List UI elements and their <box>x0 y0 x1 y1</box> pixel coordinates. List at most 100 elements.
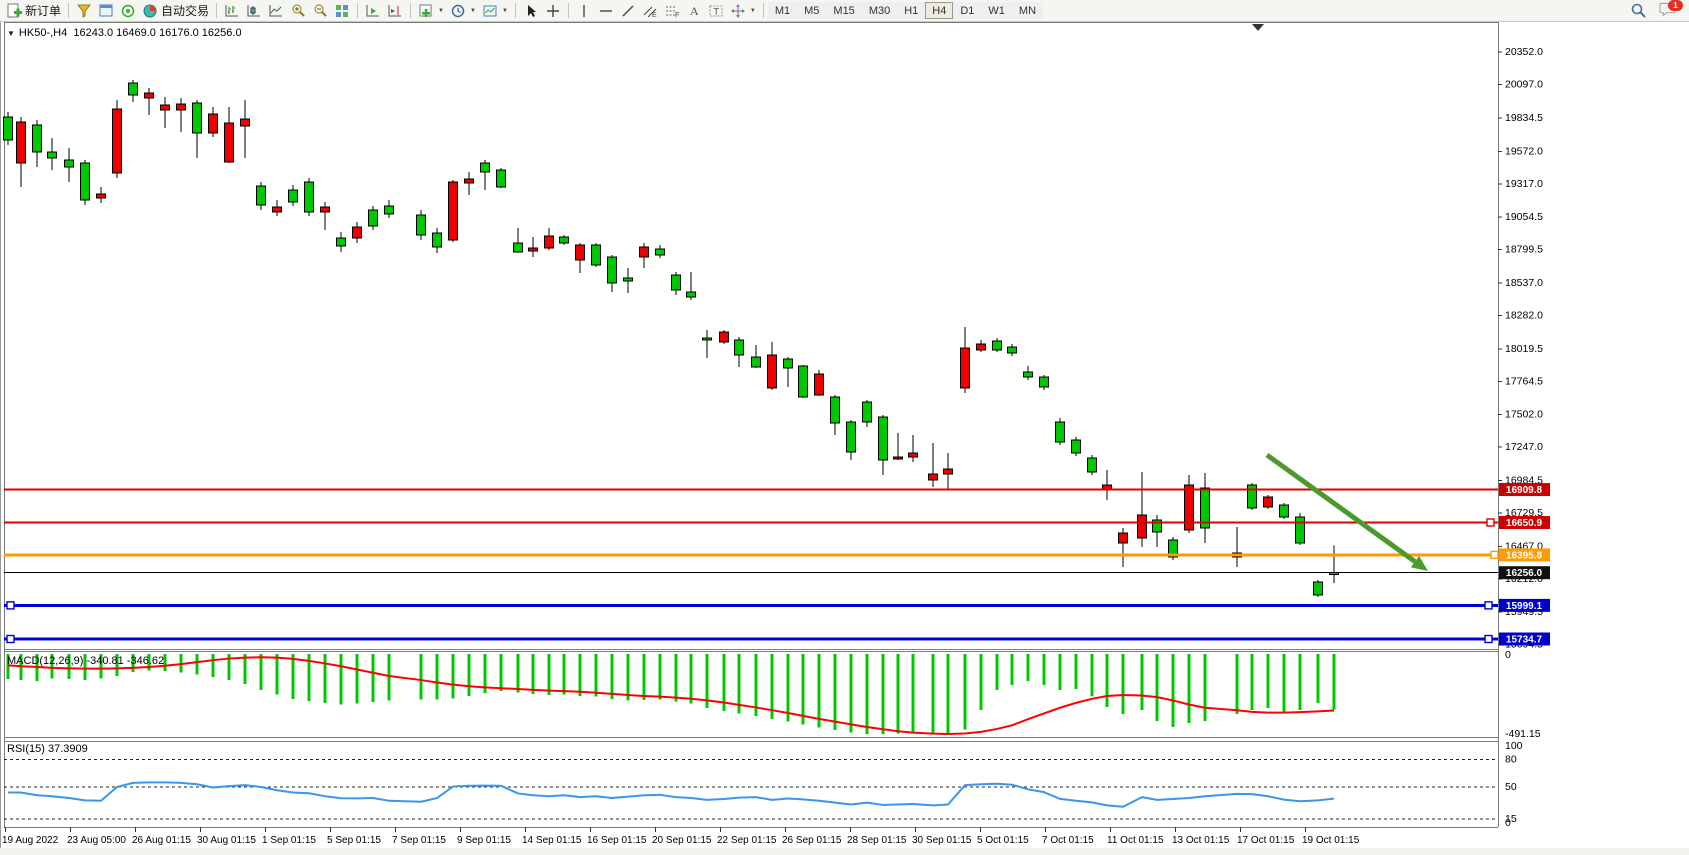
candle <box>176 98 186 133</box>
auto-trading-button[interactable]: 自动交易 <box>139 1 212 21</box>
price-tag-16395.8: 16395.8 <box>1499 548 1550 562</box>
timeframe-m1-button[interactable]: M1 <box>767 2 798 19</box>
time-tick-label: 26 Sep 01:15 <box>782 835 842 846</box>
time-tick-label: 1 Sep 01:15 <box>262 835 316 846</box>
svg-text:A: A <box>690 4 699 18</box>
chart-shift-marker-icon[interactable] <box>1252 24 1264 31</box>
time-tick-label: 26 Aug 01:15 <box>132 835 191 846</box>
hline-handle[interactable] <box>1484 601 1493 610</box>
toolbar-separator <box>567 3 569 18</box>
arrows-icon <box>730 3 746 19</box>
hline-handle[interactable] <box>1484 634 1493 644</box>
candle <box>288 185 298 206</box>
candle <box>878 415 888 476</box>
svg-text:16909.8: 16909.8 <box>1506 485 1543 496</box>
candle <box>256 182 266 211</box>
candle <box>960 326 970 394</box>
candle <box>798 364 808 399</box>
trend-arrow[interactable] <box>1265 452 1428 571</box>
rsi-axis-label: 0 <box>1505 817 1511 829</box>
search-button[interactable] <box>1626 1 1650 21</box>
new-order-label: 新订单 <box>25 4 62 18</box>
candle <box>591 243 601 268</box>
trendline-button[interactable] <box>617 1 639 21</box>
hline-handle[interactable] <box>1490 550 1499 560</box>
main-toolbar: 新订单 自动交易 ▼ ▼ ▼ E F A T ▼ M1 M5 M15 M30 H1 H4 D1 W1 MN 1 <box>0 0 1689 22</box>
hline-handle[interactable] <box>1486 518 1495 527</box>
timeframe-mn-button[interactable]: MN <box>1011 2 1044 19</box>
candle <box>1329 545 1339 583</box>
chevron-down-icon: ▼ <box>749 7 756 14</box>
time-tick-label: 13 Oct 01:15 <box>1172 835 1230 846</box>
hline-handle[interactable] <box>6 634 15 644</box>
timeframe-d1-button[interactable]: D1 <box>953 2 982 19</box>
line-chart-button[interactable] <box>265 1 287 21</box>
hline-15734.7[interactable] <box>4 634 1498 644</box>
indicators-button[interactable]: ▼ <box>415 1 447 21</box>
horizontal-line-icon <box>598 3 614 19</box>
templates-button[interactable]: ▼ <box>479 1 511 21</box>
chart-ohlc-values: 16243.0 16469.0 16176.0 16256.0 <box>73 27 242 39</box>
chart-window-icon <box>98 3 114 19</box>
toolbar-separator <box>216 3 218 18</box>
hline-handle[interactable] <box>6 601 15 610</box>
arrows-button[interactable]: ▼ <box>727 1 759 21</box>
chart-dropdown-icon[interactable]: ▼ <box>7 29 15 38</box>
chart-window-button[interactable] <box>95 1 117 21</box>
time-tick-label: 19 Oct 01:15 <box>1302 835 1360 846</box>
rsi-axis-label: 80 <box>1505 753 1517 765</box>
new-order-button[interactable]: 新订单 <box>3 1 64 21</box>
candle <box>112 100 122 179</box>
timeframe-m30-button[interactable]: M30 <box>861 2 898 19</box>
text-label-icon: T <box>708 3 724 19</box>
styles-button[interactable] <box>73 1 95 21</box>
chat-button[interactable]: 1 <box>1656 0 1684 21</box>
zoom-out-button[interactable] <box>309 1 331 21</box>
radio-button[interactable] <box>117 1 139 21</box>
periods-button[interactable]: ▼ <box>447 1 479 21</box>
timeframe-h1-button[interactable]: H1 <box>897 2 926 19</box>
candle <box>160 97 170 129</box>
bar-chart-button[interactable] <box>221 1 243 21</box>
candle <box>416 210 426 240</box>
candle <box>64 148 74 183</box>
crosshair-button[interactable] <box>542 1 564 21</box>
candle <box>751 345 761 369</box>
rsi-axis-label: 15 <box>1505 813 1517 825</box>
candle <box>1087 455 1097 476</box>
candle <box>943 453 953 491</box>
price-tick-label: 17502.0 <box>1505 409 1543 421</box>
fibonacci-icon: F <box>664 3 680 19</box>
channel-button[interactable]: E <box>639 1 661 21</box>
text-button[interactable]: A <box>683 1 705 21</box>
candlestick-series <box>3 80 1339 598</box>
time-tick-label: 30 Sep 01:15 <box>912 835 972 846</box>
candle <box>928 443 938 488</box>
hline-16395.8[interactable] <box>4 550 1499 560</box>
candle <box>607 254 617 293</box>
zoom-in-button[interactable] <box>287 1 309 21</box>
cursor-button[interactable] <box>520 1 542 21</box>
hline-16650.9[interactable] <box>4 518 1498 527</box>
chart-shift-button[interactable] <box>384 1 406 21</box>
timeframe-m5-button[interactable]: M5 <box>797 2 827 19</box>
candlestick-chart-button[interactable] <box>243 1 265 21</box>
time-tick-label: 23 Aug 05:00 <box>67 835 126 846</box>
hline-15999.1[interactable] <box>4 601 1498 610</box>
time-tick-label: 11 Oct 01:15 <box>1107 835 1164 846</box>
vertical-line-button[interactable] <box>573 1 595 21</box>
candle <box>908 435 918 463</box>
price-tag-15734.7: 15734.7 <box>1499 632 1550 646</box>
horizontal-line-button[interactable] <box>595 1 617 21</box>
timeframe-m15-button[interactable]: M15 <box>826 2 862 19</box>
text-label-button[interactable]: T <box>705 1 727 21</box>
timeframe-h4-button[interactable]: H4 <box>925 2 954 19</box>
toolbar-separator <box>762 3 764 18</box>
chart-canvas[interactable]: 20352.0 20097.0 19834.5 19572.0 19317.0 19054… <box>0 22 1689 855</box>
auto-scroll-button[interactable] <box>362 1 384 21</box>
timeframe-w1-button[interactable]: W1 <box>981 2 1012 19</box>
price-tick-label: 17764.5 <box>1505 375 1543 387</box>
fibonacci-button[interactable]: F <box>661 1 683 21</box>
price-tag-15999.1: 15999.1 <box>1499 598 1550 612</box>
tile-windows-button[interactable] <box>331 1 353 21</box>
